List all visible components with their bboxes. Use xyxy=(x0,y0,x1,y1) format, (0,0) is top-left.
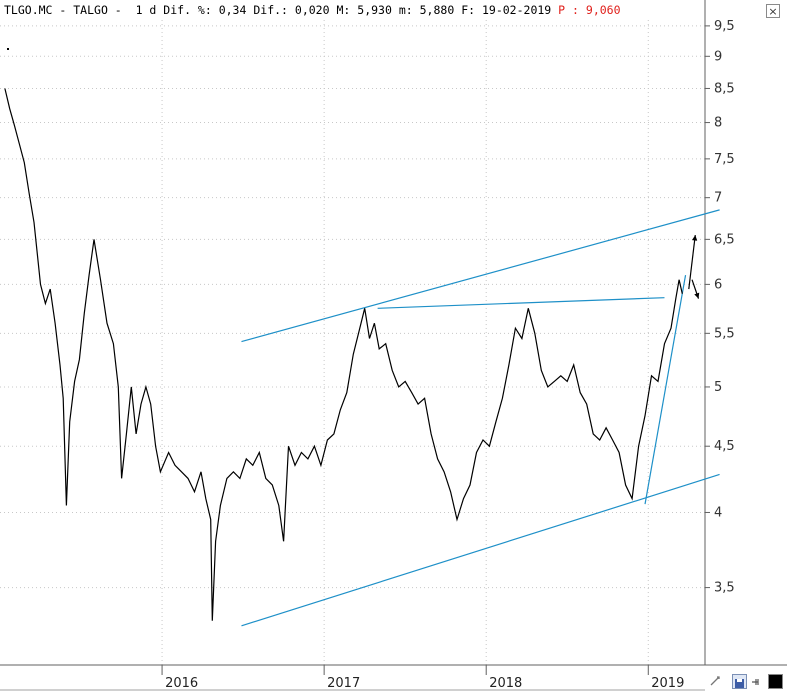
trendline xyxy=(241,473,720,627)
price-series-line xyxy=(4,88,683,621)
trendline xyxy=(241,209,720,343)
y-tick-label: 8 xyxy=(714,116,722,131)
quote-header: TLGO.MC - TALGO - 1 d Dif. %: 0,34 Dif.:… xyxy=(4,3,621,17)
y-tick-label: 3,5 xyxy=(714,581,735,596)
arrow-head xyxy=(694,292,700,299)
pin-icon xyxy=(752,679,759,685)
min-label: m: xyxy=(398,3,413,17)
pin-button[interactable] xyxy=(748,674,763,689)
dif-pct-value: 0,34 xyxy=(218,3,247,17)
x-axis-strip xyxy=(0,666,705,692)
y-tick-label: 9,5 xyxy=(714,19,735,34)
x-tick-label: 2017 xyxy=(327,676,360,691)
annotation-arrows xyxy=(688,234,700,299)
date-label: F: xyxy=(461,3,476,17)
dif-value: 0,020 xyxy=(294,3,330,17)
company-name: TALGO xyxy=(73,3,108,17)
ticker: TLGO.MC xyxy=(4,3,53,17)
tool-button[interactable] xyxy=(708,674,723,689)
save-button[interactable] xyxy=(732,674,747,689)
trendlines xyxy=(241,209,720,627)
y-tick-label: 4 xyxy=(714,505,722,520)
color-swatch-button[interactable] xyxy=(768,674,783,689)
x-axis-ticks: 2016 2017 2018 2019 xyxy=(161,665,684,691)
max-value: 5,930 xyxy=(357,3,392,17)
x-tick-label: 2016 xyxy=(165,676,198,691)
bottom-toolbar xyxy=(706,673,787,690)
close-button[interactable]: × xyxy=(766,4,780,18)
x-tick-label: 2019 xyxy=(651,676,684,691)
arrow-shaft xyxy=(688,234,696,290)
plot-area xyxy=(0,20,705,665)
y-tick-label: 5 xyxy=(714,380,722,395)
y-tick-label: 4,5 xyxy=(714,439,735,454)
marker-dot xyxy=(7,48,9,50)
period: 1 d xyxy=(135,3,157,17)
dif-label: Dif.: xyxy=(253,3,288,17)
grid xyxy=(0,20,705,665)
trendline xyxy=(644,274,687,505)
y-tick-label: 7 xyxy=(714,191,722,206)
tool-icon xyxy=(710,676,720,686)
y-tick-label: 6 xyxy=(714,277,722,292)
y-tick-label: 9 xyxy=(714,49,722,64)
y-tick-label: 5,5 xyxy=(714,326,735,341)
floppy-icon xyxy=(735,679,744,688)
date-value: 19-02-2019 xyxy=(481,3,552,17)
y-tick-label: 6,5 xyxy=(714,232,735,247)
y-axis-ticks: 3,5 4 4,5 5 5,5 6 6,5 7 7,5 8 8,5 9 9,5 xyxy=(705,19,735,596)
trendline xyxy=(377,297,665,309)
price-label: P : xyxy=(558,3,579,17)
close-icon: × xyxy=(768,5,778,18)
y-tick-label: 7,5 xyxy=(714,152,735,167)
arrow-head xyxy=(692,235,698,241)
price-value: 9,060 xyxy=(585,3,621,17)
min-value: 5,880 xyxy=(419,3,455,17)
max-label: M: xyxy=(336,3,351,17)
x-tick-label: 2018 xyxy=(489,676,522,691)
dif-pct-label: Dif. %: xyxy=(163,3,212,17)
y-tick-label: 8,5 xyxy=(714,81,735,96)
